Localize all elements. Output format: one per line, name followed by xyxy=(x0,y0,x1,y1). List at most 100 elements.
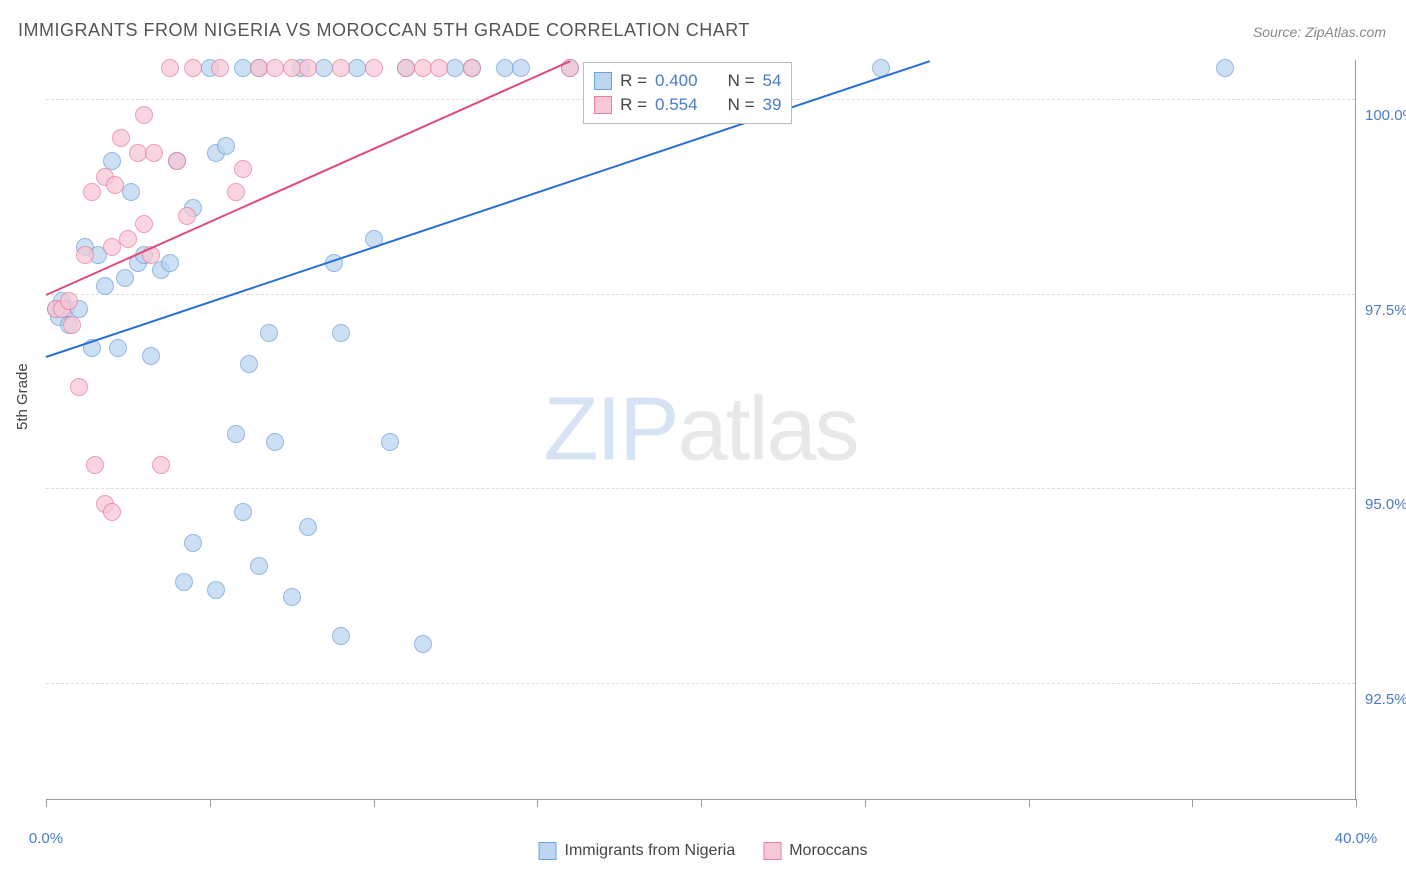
legend-swatch xyxy=(594,72,612,90)
x-tick xyxy=(374,799,375,807)
gridline-h xyxy=(46,488,1355,489)
y-axis-label: 5th Grade xyxy=(14,363,31,430)
data-point xyxy=(178,207,196,225)
data-point xyxy=(250,557,268,575)
x-tick xyxy=(701,799,702,807)
data-point xyxy=(227,183,245,201)
data-point xyxy=(70,378,88,396)
legend-n-label: N = xyxy=(728,95,755,115)
legend-n-label: N = xyxy=(728,71,755,91)
legend-r-label: R = xyxy=(620,95,647,115)
x-tick xyxy=(1029,799,1030,807)
data-point xyxy=(332,59,350,77)
x-tick-label-max: 40.0% xyxy=(1335,830,1378,847)
legend-row: R =0.400N =54 xyxy=(594,69,781,93)
data-point xyxy=(266,59,284,77)
watermark-part1: ZIP xyxy=(543,379,677,479)
bottom-legend-item: Immigrants from Nigeria xyxy=(539,842,736,860)
legend-row: R = 0.554 N = 39 xyxy=(594,93,781,117)
data-point xyxy=(414,635,432,653)
legend-r-value: 0.554 xyxy=(655,95,698,115)
data-point xyxy=(109,339,127,357)
data-point xyxy=(266,433,284,451)
data-point xyxy=(207,581,225,599)
watermark: ZIPatlas xyxy=(543,378,857,481)
data-point xyxy=(142,347,160,365)
data-point xyxy=(60,292,78,310)
legend-swatch xyxy=(594,96,612,114)
data-point xyxy=(397,59,415,77)
gridline-h xyxy=(46,683,1355,684)
data-point xyxy=(512,59,530,77)
x-tick xyxy=(210,799,211,807)
data-point xyxy=(76,246,94,264)
data-point xyxy=(161,254,179,272)
data-point xyxy=(184,59,202,77)
data-point xyxy=(348,59,366,77)
y-tick-label: 95.0% xyxy=(1365,496,1406,513)
data-point xyxy=(234,160,252,178)
trend-line xyxy=(46,60,931,358)
data-point xyxy=(119,230,137,248)
data-point xyxy=(116,269,134,287)
bottom-legend-label: Moroccans xyxy=(789,842,867,860)
data-point xyxy=(260,324,278,342)
y-tick-label: 92.5% xyxy=(1365,691,1406,708)
legend-swatch xyxy=(539,842,557,860)
data-point xyxy=(332,627,350,645)
bottom-legend-item: Moroccans xyxy=(763,842,867,860)
data-point xyxy=(315,59,333,77)
data-point xyxy=(112,129,130,147)
bottom-legend: Immigrants from Nigeria Moroccans xyxy=(539,842,868,860)
data-point xyxy=(161,59,179,77)
data-point xyxy=(103,503,121,521)
data-point xyxy=(430,59,448,77)
source-attribution: Source: ZipAtlas.com xyxy=(1253,24,1386,40)
data-point xyxy=(234,503,252,521)
data-point xyxy=(184,534,202,552)
x-tick xyxy=(1356,799,1357,807)
data-point xyxy=(332,324,350,342)
data-point xyxy=(103,238,121,256)
data-point xyxy=(365,59,383,77)
data-point xyxy=(446,59,464,77)
data-point xyxy=(240,355,258,373)
chart-container: IMMIGRANTS FROM NIGERIA VS MOROCCAN 5TH … xyxy=(0,0,1406,892)
data-point xyxy=(96,277,114,295)
legend-swatch xyxy=(763,842,781,860)
data-point xyxy=(129,144,147,162)
data-point xyxy=(63,316,81,334)
x-tick xyxy=(46,799,47,807)
data-point xyxy=(175,573,193,591)
x-tick xyxy=(537,799,538,807)
data-point xyxy=(168,152,186,170)
data-point xyxy=(86,456,104,474)
data-point xyxy=(381,433,399,451)
data-point xyxy=(217,137,235,155)
gridline-h xyxy=(46,294,1355,295)
data-point xyxy=(227,425,245,443)
data-point xyxy=(496,59,514,77)
correlation-legend: R =0.400N =54R = 0.554 N = 39 xyxy=(583,62,792,124)
legend-r-label: R = xyxy=(620,71,647,91)
data-point xyxy=(106,176,124,194)
data-point xyxy=(299,518,317,536)
legend-n-value: 39 xyxy=(763,95,782,115)
data-point xyxy=(145,144,163,162)
data-point xyxy=(152,456,170,474)
chart-title: IMMIGRANTS FROM NIGERIA VS MOROCCAN 5TH … xyxy=(18,20,750,41)
data-point xyxy=(1216,59,1234,77)
bottom-legend-label: Immigrants from Nigeria xyxy=(565,842,736,860)
data-point xyxy=(135,215,153,233)
y-tick-label: 97.5% xyxy=(1365,302,1406,319)
data-point xyxy=(234,59,252,77)
data-point xyxy=(463,59,481,77)
data-point xyxy=(299,59,317,77)
data-point xyxy=(283,588,301,606)
data-point xyxy=(250,59,268,77)
trend-line xyxy=(46,60,571,296)
watermark-part2: atlas xyxy=(677,379,857,479)
data-point xyxy=(122,183,140,201)
data-point xyxy=(83,183,101,201)
y-tick-label: 100.0% xyxy=(1365,107,1406,124)
